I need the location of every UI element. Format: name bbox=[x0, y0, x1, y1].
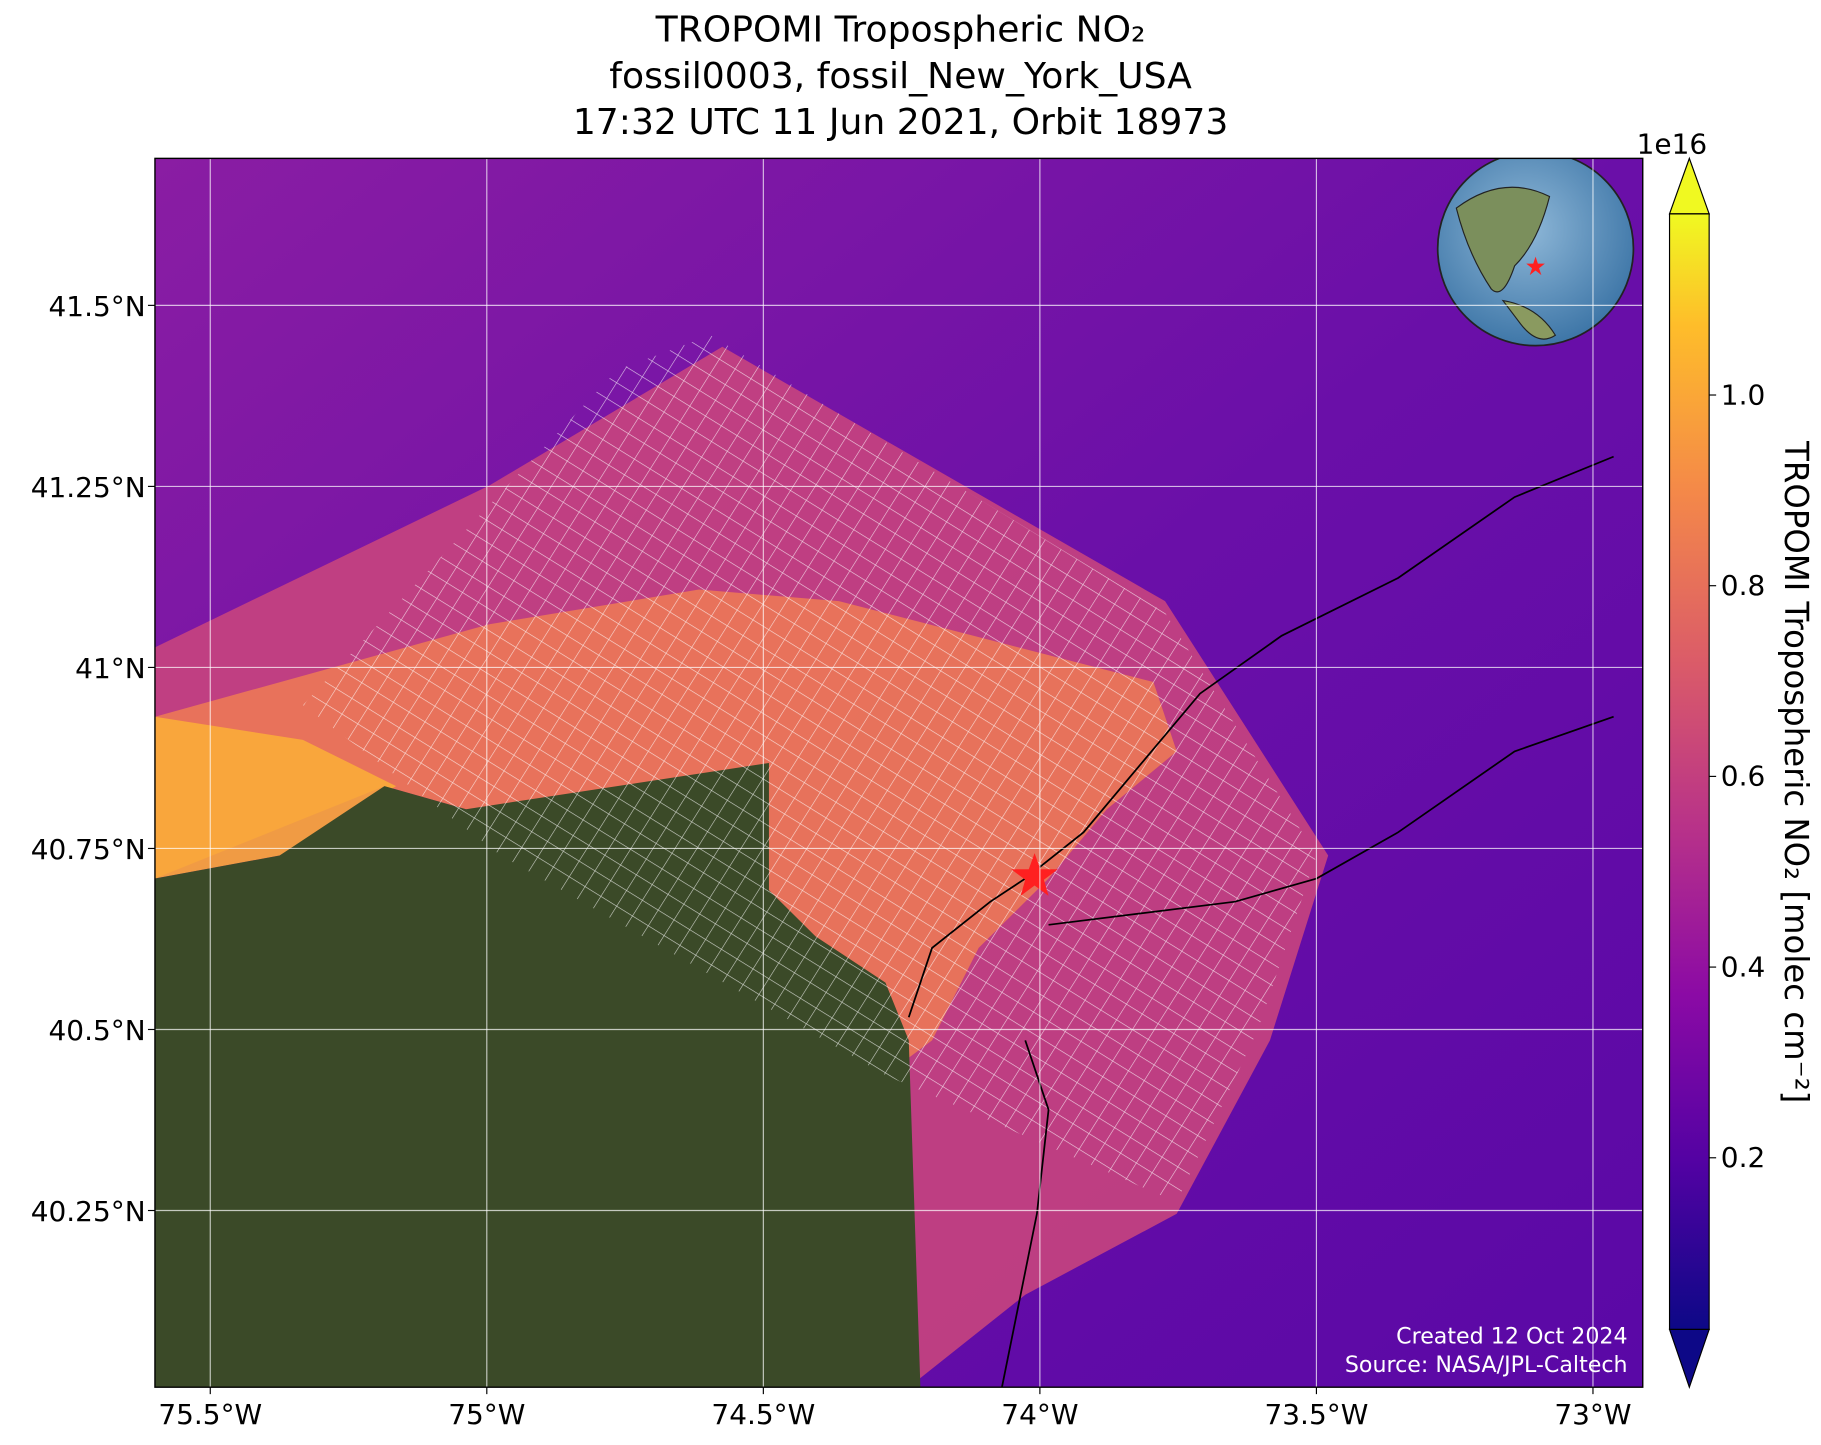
colorbar: 0.2 0.4 0.6 0.8 1.0 bbox=[1668, 156, 1765, 1389]
x-tick-label: 75°W bbox=[448, 1398, 525, 1431]
colorbar-multiplier: 1e16 bbox=[1637, 128, 1708, 161]
colorbar-fill bbox=[1669, 213, 1710, 1330]
x-tick-label: 73°W bbox=[1554, 1398, 1631, 1431]
colorbar-extend bbox=[1668, 156, 1710, 215]
x-tick-label: 73.5°W bbox=[1264, 1398, 1368, 1431]
colorbar-tick-label: 0.4 bbox=[1721, 950, 1765, 983]
y-tick-label: 40.75°N bbox=[31, 833, 146, 866]
colorbar-tick-label: 0.8 bbox=[1721, 569, 1765, 602]
y-tick-label: 41°N bbox=[75, 652, 145, 685]
y-tick-label: 41.25°N bbox=[31, 471, 146, 504]
colorbar-label: TROPOMI Tropospheric NO₂ [molec cm⁻²] bbox=[1777, 440, 1815, 1103]
colorbar-extend bbox=[1668, 1328, 1710, 1389]
title-line: TROPOMI Tropospheric NO₂ bbox=[655, 10, 1146, 51]
y-tick-label: 40.25°N bbox=[31, 1195, 146, 1228]
gridlines bbox=[154, 158, 1643, 1388]
map-frame bbox=[154, 157, 1644, 1388]
colorbar-tick-label: 1.0 bbox=[1721, 378, 1765, 411]
y-tick-label: 41.5°N bbox=[49, 290, 146, 323]
x-tick-label: 75.5°W bbox=[158, 1398, 262, 1431]
x-tick-label: 74°W bbox=[1001, 1398, 1078, 1431]
title-line: 17:32 UTC 11 Jun 2021, Orbit 18973 bbox=[573, 102, 1228, 143]
title-line: fossil0003, fossil_New_York_USA bbox=[609, 56, 1192, 97]
colorbar-tick-label: 0.2 bbox=[1721, 1141, 1765, 1174]
credit: Source: NASA/JPL-Caltech bbox=[1345, 1353, 1628, 1378]
map-image bbox=[154, 158, 1643, 1388]
credit: Created 12 Oct 2024 bbox=[1396, 1324, 1627, 1349]
x-tick-label: 74.5°W bbox=[711, 1398, 815, 1431]
y-tick-label: 40.5°N bbox=[49, 1014, 146, 1047]
colorbar-tick-label: 0.6 bbox=[1721, 760, 1765, 793]
colorbar-frame bbox=[1668, 213, 1710, 1330]
